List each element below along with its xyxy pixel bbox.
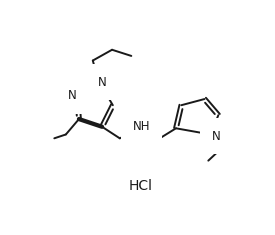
Text: N: N xyxy=(68,90,76,102)
Text: N: N xyxy=(98,76,106,89)
Text: N: N xyxy=(212,129,220,142)
Text: NH: NH xyxy=(133,120,150,133)
Text: HCl: HCl xyxy=(128,179,153,193)
